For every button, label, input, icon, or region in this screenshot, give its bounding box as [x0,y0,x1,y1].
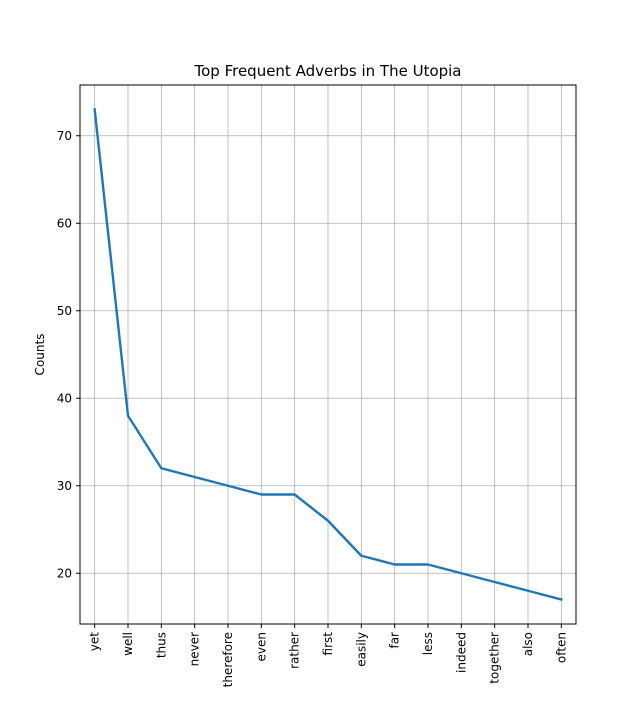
x-tick-label: often [554,632,568,663]
x-tick-label: also [521,632,535,656]
y-tick-label: 60 [57,216,72,230]
y-tick-label: 30 [57,479,72,493]
x-tick-label: therefore [221,632,235,687]
y-tick-label: 40 [57,391,72,405]
x-tick-label: indeed [454,632,468,673]
x-tick-label: far [388,632,402,649]
series-layer [93,108,563,601]
grid-lines [80,85,576,624]
x-tick-label: less [421,632,435,655]
x-tick-label: never [188,632,202,666]
x-tick-label: yet [88,632,102,651]
axis-ticks: yet well thus never therefore even rather first… [57,129,569,688]
x-tick-label: together [488,632,502,684]
x-tick-label: easily [354,632,368,667]
x-tick-label: well [121,632,135,656]
series-line [93,108,563,601]
x-tick-label: thus [154,632,168,658]
y-axis-label: Counts [33,334,47,376]
chart-title: Top Frequent Adverbs in The Utopia [193,62,461,80]
x-tick-label: even [254,632,268,661]
y-tick-label: 70 [57,129,72,143]
x-tick-label: first [321,632,335,656]
y-tick-label: 20 [57,566,72,580]
x-tick-label: rather [288,632,302,669]
y-tick-label: 50 [57,304,72,318]
